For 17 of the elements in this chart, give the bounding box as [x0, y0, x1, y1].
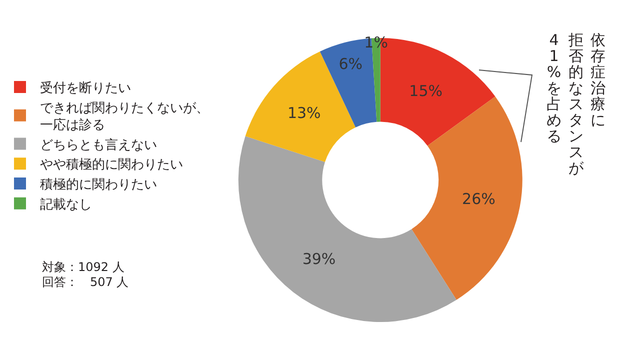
legend-label: 記載なし — [40, 198, 92, 212]
text: 41%を占める — [546, 31, 562, 145]
data-label: 39% — [302, 250, 336, 268]
data-label: 15% — [409, 82, 442, 100]
data-label: 26% — [462, 190, 496, 208]
legend-label: やや積極的に関わりたい — [40, 158, 183, 173]
text: 対象：1092 人 — [42, 260, 124, 274]
legend-label: 積極的に関わりたい — [40, 178, 157, 193]
text: 回答： 507 人 — [42, 275, 129, 289]
data-label: 6% — [338, 55, 363, 74]
data-label: 13% — [287, 104, 321, 122]
data-label: 1% — [364, 33, 388, 52]
text: 拒否的なスタンスが — [568, 31, 584, 177]
legend-label: どちらとも言えない — [40, 136, 157, 153]
text: 依存症治療に — [590, 31, 606, 129]
legend-label: 受付を断りたい — [40, 81, 131, 96]
legend-label: できれば関わりたくないが、一応は診る — [40, 101, 209, 133]
